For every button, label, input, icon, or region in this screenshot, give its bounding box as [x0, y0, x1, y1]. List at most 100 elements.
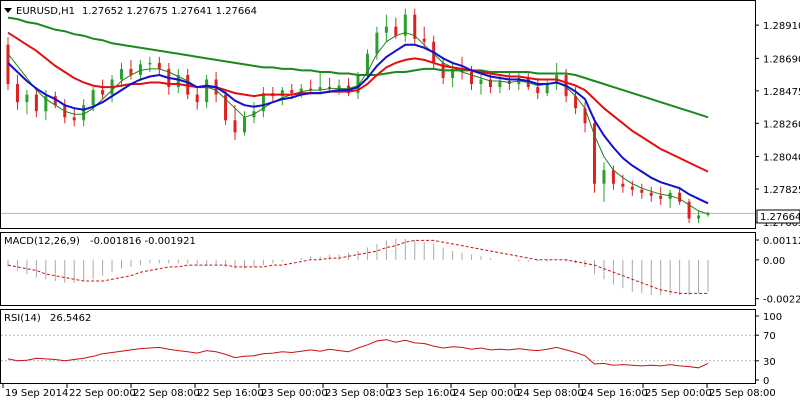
dropdown-arrow-icon[interactable] — [4, 8, 12, 13]
macd-label: MACD(12,26,9) — [4, 236, 80, 247]
candle-body — [574, 96, 578, 109]
candle-body — [384, 26, 388, 33]
candle-body — [6, 44, 10, 85]
candle-body — [687, 201, 691, 219]
candle-body — [328, 87, 332, 89]
rsi-tick-label: 100 — [763, 312, 782, 323]
ema-green-line — [7, 16, 709, 119]
candle-body — [82, 105, 86, 121]
candle-body — [280, 90, 284, 97]
rsi-label: RSI(14) — [4, 313, 41, 324]
ohlc-values: 1.27652 1.27675 1.27641 1.27664 — [82, 6, 257, 17]
candle-body — [25, 94, 29, 103]
time-tick-label: 23 Sep 00:00 — [261, 388, 328, 399]
candle-body — [290, 90, 294, 94]
candle-body — [337, 85, 341, 89]
last-price-marker — [756, 209, 800, 224]
ema-blue-line — [7, 43, 709, 205]
candle-body — [157, 62, 161, 69]
time-tick-label: 22 Sep 08:00 — [133, 388, 200, 399]
candle-body — [659, 195, 663, 199]
candle-body — [299, 88, 303, 94]
candle-body — [479, 79, 483, 85]
price-tick-label: 1.28690 — [763, 54, 800, 65]
price-tick-label: 1.27825 — [763, 185, 800, 196]
macd-tick-label: 0.00 — [763, 256, 785, 267]
price-tick-label: 1.27605 — [763, 218, 800, 229]
candle-body — [91, 90, 95, 106]
time-tick-label: 23 Sep 08:00 — [325, 388, 392, 399]
time-tick-label: 24 Sep 16:00 — [581, 388, 648, 399]
candle-body — [34, 94, 38, 112]
candle-body — [649, 192, 653, 196]
macd-tick-label: -0.0022 — [763, 295, 800, 306]
axis-labels: 1.28910 1.28690 1.28475 1.28260 1.28040 1.278… — [2, 21, 800, 399]
rsi-tick-label: 70 — [763, 331, 776, 342]
time-tick-label: 24 Sep 00:00 — [453, 388, 520, 399]
price-tick-label: 1.28260 — [763, 119, 800, 130]
candle-body — [583, 108, 587, 124]
time-tick-label: 22 Sep 00:00 — [69, 388, 136, 399]
last-price-label: 1.27664 — [760, 212, 800, 223]
candle-body — [375, 32, 379, 54]
time-tick-label: 19 Sep 2014 — [5, 388, 68, 399]
candle-body — [318, 87, 322, 91]
rsi-value: 26.5462 — [50, 313, 91, 324]
candle-body — [422, 38, 426, 42]
rsi-tick-label: 30 — [763, 357, 776, 368]
candle-body — [242, 117, 246, 133]
candle-body — [394, 26, 398, 36]
time-tick-label: 25 Sep 08:00 — [709, 388, 776, 399]
candle-body — [536, 87, 540, 94]
candle-body — [545, 84, 549, 94]
macd-signal-line — [7, 239, 708, 294]
candle-body — [176, 74, 180, 88]
candle-body — [15, 84, 19, 103]
candle-body — [129, 68, 133, 75]
candle-body — [365, 53, 369, 75]
candle-body — [120, 68, 124, 80]
candle-body — [498, 81, 502, 88]
candle-body — [53, 96, 57, 106]
time-tick-label: 25 Sep 00:00 — [645, 388, 712, 399]
candle-body — [621, 183, 625, 187]
candle-body — [592, 123, 596, 184]
candle-body — [356, 74, 360, 94]
macd-panel-frame — [0, 232, 756, 306]
price-tick-label: 1.28040 — [763, 153, 800, 164]
macd-tick-label: 0.001123 — [763, 236, 800, 247]
ema-red-line — [7, 31, 709, 173]
candle-body — [44, 96, 48, 112]
candle-body — [697, 215, 701, 219]
rsi-panel-frame — [0, 309, 756, 384]
candle-body — [233, 120, 237, 133]
time-tick-label: 24 Sep 08:00 — [517, 388, 584, 399]
rsi-tick-label: 0 — [763, 376, 769, 387]
rsi-series — [1, 334, 755, 369]
candle-body — [224, 94, 228, 121]
macd-values: -0.001816 -0.001921 — [90, 236, 196, 247]
candle-body — [403, 14, 407, 36]
macd-series — [7, 238, 709, 296]
price-tick-label: 1.28910 — [763, 21, 800, 32]
candle-body — [470, 71, 474, 85]
candle-body — [148, 62, 152, 65]
candle-body — [205, 79, 209, 103]
candle-body — [611, 170, 615, 184]
candle-body — [309, 88, 313, 91]
candle-body — [195, 94, 199, 103]
time-tick-label: 23 Sep 16:00 — [389, 388, 456, 399]
candle-body — [630, 186, 634, 190]
candle-body — [72, 117, 76, 121]
candle-body — [101, 90, 105, 95]
price-tick-label: 1.28475 — [763, 87, 800, 98]
price-series — [1, 8, 755, 223]
candle-body — [706, 213, 710, 216]
candle-body — [602, 170, 606, 184]
candle-body — [678, 192, 682, 202]
candle-body — [640, 189, 644, 193]
ma-thin-line — [7, 32, 709, 215]
candle-body — [488, 79, 492, 88]
time-tick-label: 22 Sep 16:00 — [197, 388, 264, 399]
